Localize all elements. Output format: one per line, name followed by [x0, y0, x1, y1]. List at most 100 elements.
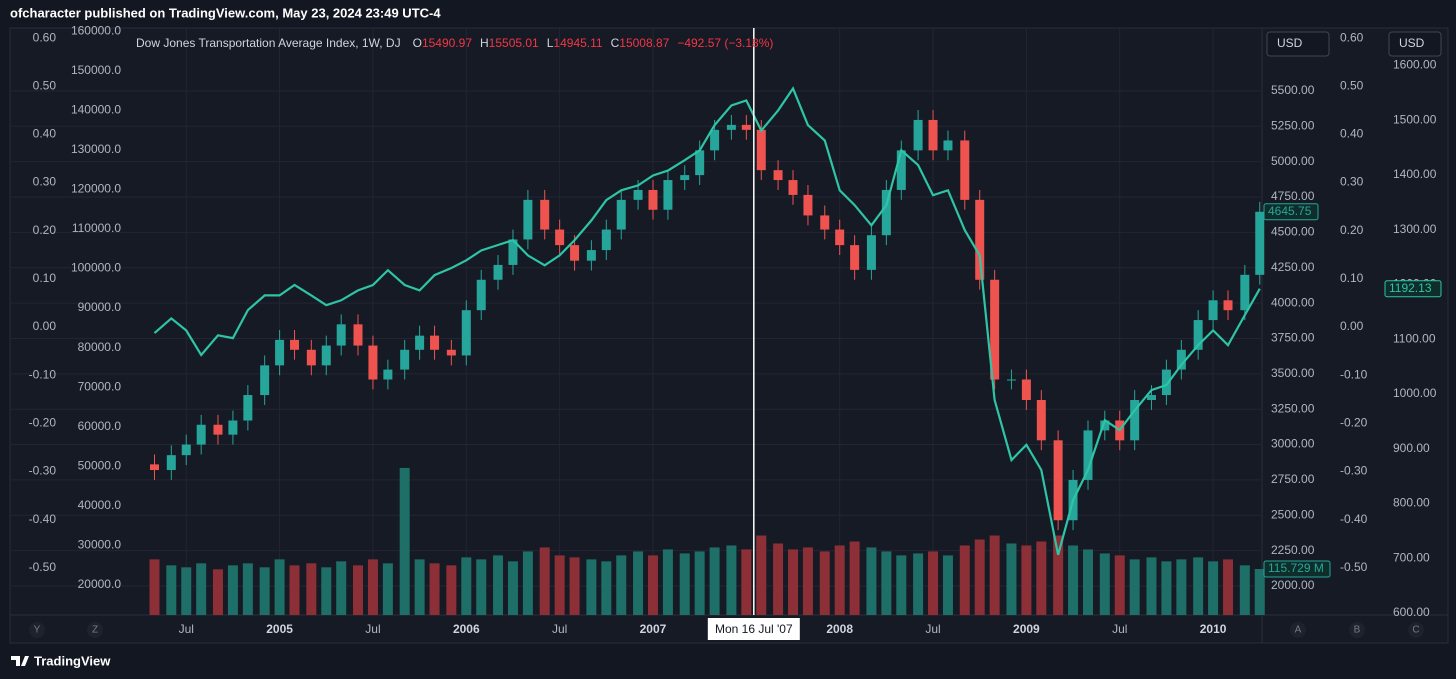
toolbar-button[interactable]: B — [1349, 622, 1365, 638]
volume-scale-tick-label: 110000.0 — [72, 221, 121, 235]
volume-bar — [989, 535, 1000, 615]
usd-button[interactable]: USD — [1388, 31, 1442, 57]
candle-body — [228, 420, 238, 435]
volume-scale-tick-label: 60000.0 — [78, 419, 122, 433]
index-tick-label: 700.00 — [1393, 550, 1430, 564]
x-tick-label: 2007 — [640, 622, 667, 636]
volume-scale-tick-label: 20000.0 — [78, 577, 122, 591]
volume-bar — [429, 563, 440, 615]
usd-button[interactable]: USD — [1266, 31, 1330, 57]
volume-bar — [819, 551, 830, 615]
candle-body — [523, 199, 533, 240]
volume-bar — [149, 559, 160, 615]
left-percent-tick-label: 0.00 — [33, 319, 57, 333]
volume-bar — [601, 561, 612, 615]
toolbar-button-label[interactable]: B — [1354, 625, 1361, 636]
volume-bar — [399, 467, 410, 615]
candle-body — [493, 264, 503, 280]
price-tick-label: 3250.00 — [1271, 401, 1315, 415]
left-percent-tick-label: 0.50 — [33, 78, 57, 92]
candle-body — [928, 119, 938, 151]
toolbar-button-circle[interactable] — [1408, 622, 1424, 638]
toolbar-button-circle[interactable] — [29, 622, 45, 638]
price-tick-label: 3750.00 — [1271, 331, 1315, 345]
right-percent-tick-label: 0.10 — [1340, 271, 1364, 285]
volume-bar — [446, 565, 457, 615]
left-percent-tick-label: -0.20 — [29, 416, 57, 430]
volume-bar — [1036, 541, 1047, 615]
x-tick-label: Jul — [552, 622, 567, 636]
toolbar-button[interactable]: Y — [29, 622, 45, 638]
x-tick-label: Jul — [925, 622, 940, 636]
volume-bar — [928, 551, 939, 615]
candle-body — [1255, 211, 1265, 275]
candle-body — [540, 199, 550, 230]
volume-scale-tick-label: 30000.0 — [78, 538, 122, 552]
volume-bar — [227, 565, 238, 615]
toolbar-button-circle[interactable] — [87, 622, 103, 638]
volume-scale-tick-label: 50000.0 — [78, 458, 122, 472]
candle-body — [1053, 440, 1063, 521]
candle-body — [896, 150, 906, 190]
toolbar-button[interactable]: C — [1408, 622, 1424, 638]
usd-label[interactable]: USD — [1399, 36, 1425, 50]
price-tick-label: 3000.00 — [1271, 437, 1315, 451]
toolbar-button-circle[interactable] — [1349, 622, 1365, 638]
candle-body — [788, 180, 798, 195]
volume-bar — [1146, 557, 1157, 615]
volume-bar — [802, 547, 813, 615]
crosshair-label-box — [707, 618, 800, 640]
right-percent-tick-label: 0.00 — [1340, 319, 1364, 333]
volume-bar — [616, 555, 627, 615]
toolbar-button-label[interactable]: Z — [92, 625, 98, 636]
toolbar-button-label[interactable]: C — [1412, 625, 1419, 636]
candle-body — [1021, 379, 1031, 401]
volume-scale-tick-label: 130000.0 — [71, 142, 121, 156]
volume-bar — [306, 563, 317, 615]
candle-body — [680, 175, 690, 181]
price-tick-label: 4000.00 — [1271, 295, 1315, 309]
left-percent-tick-label: -0.40 — [29, 512, 57, 526]
toolbar-button-circle[interactable] — [1290, 622, 1306, 638]
index-tick-label: 1300.00 — [1393, 222, 1437, 236]
volume-bar — [1099, 553, 1110, 615]
volume-bar — [166, 565, 177, 615]
right-percent-tick-label: -0.30 — [1340, 464, 1368, 478]
usd-button-box[interactable] — [1266, 31, 1330, 57]
volume-bar — [1254, 569, 1265, 615]
candle-body — [508, 239, 518, 265]
volume-bar — [913, 553, 924, 615]
volume-bar — [679, 553, 690, 615]
volume-bar — [866, 547, 877, 615]
candle-body — [1130, 400, 1140, 441]
index-tick-label: 800.00 — [1393, 496, 1430, 510]
last-price-badge: 4645.75 — [1268, 204, 1312, 218]
candle-body — [1146, 395, 1156, 401]
candle-body — [290, 339, 300, 350]
footer-logo: TradingView — [11, 653, 111, 668]
volume-bar — [974, 539, 985, 615]
legend-change: −492.57 (−3.18%) — [677, 36, 773, 50]
index-tick-label: 1400.00 — [1393, 167, 1437, 181]
toolbar-button[interactable]: A — [1290, 622, 1306, 638]
candle-body — [960, 140, 970, 200]
price-tick-label: 4250.00 — [1271, 260, 1315, 274]
candle-body — [1161, 369, 1171, 396]
toolbar-button-label[interactable]: Y — [34, 625, 41, 636]
usd-button-box[interactable] — [1388, 31, 1442, 57]
left-percent-tick-label: 0.30 — [33, 175, 57, 189]
candle-body — [400, 349, 410, 370]
volume-scale-tick-label: 70000.0 — [78, 379, 122, 393]
volume-bar — [212, 569, 223, 615]
candle-body — [1083, 430, 1093, 480]
toolbar-button[interactable]: Z — [87, 622, 103, 638]
toolbar-button-label[interactable]: A — [1295, 625, 1302, 636]
volume-bar — [1006, 543, 1017, 615]
volume-bar — [321, 567, 332, 615]
usd-label[interactable]: USD — [1277, 36, 1303, 50]
candle-body — [476, 279, 486, 311]
x-tick-label: 2005 — [266, 622, 293, 636]
candle-body — [461, 310, 471, 356]
volume-bar — [1193, 557, 1204, 615]
